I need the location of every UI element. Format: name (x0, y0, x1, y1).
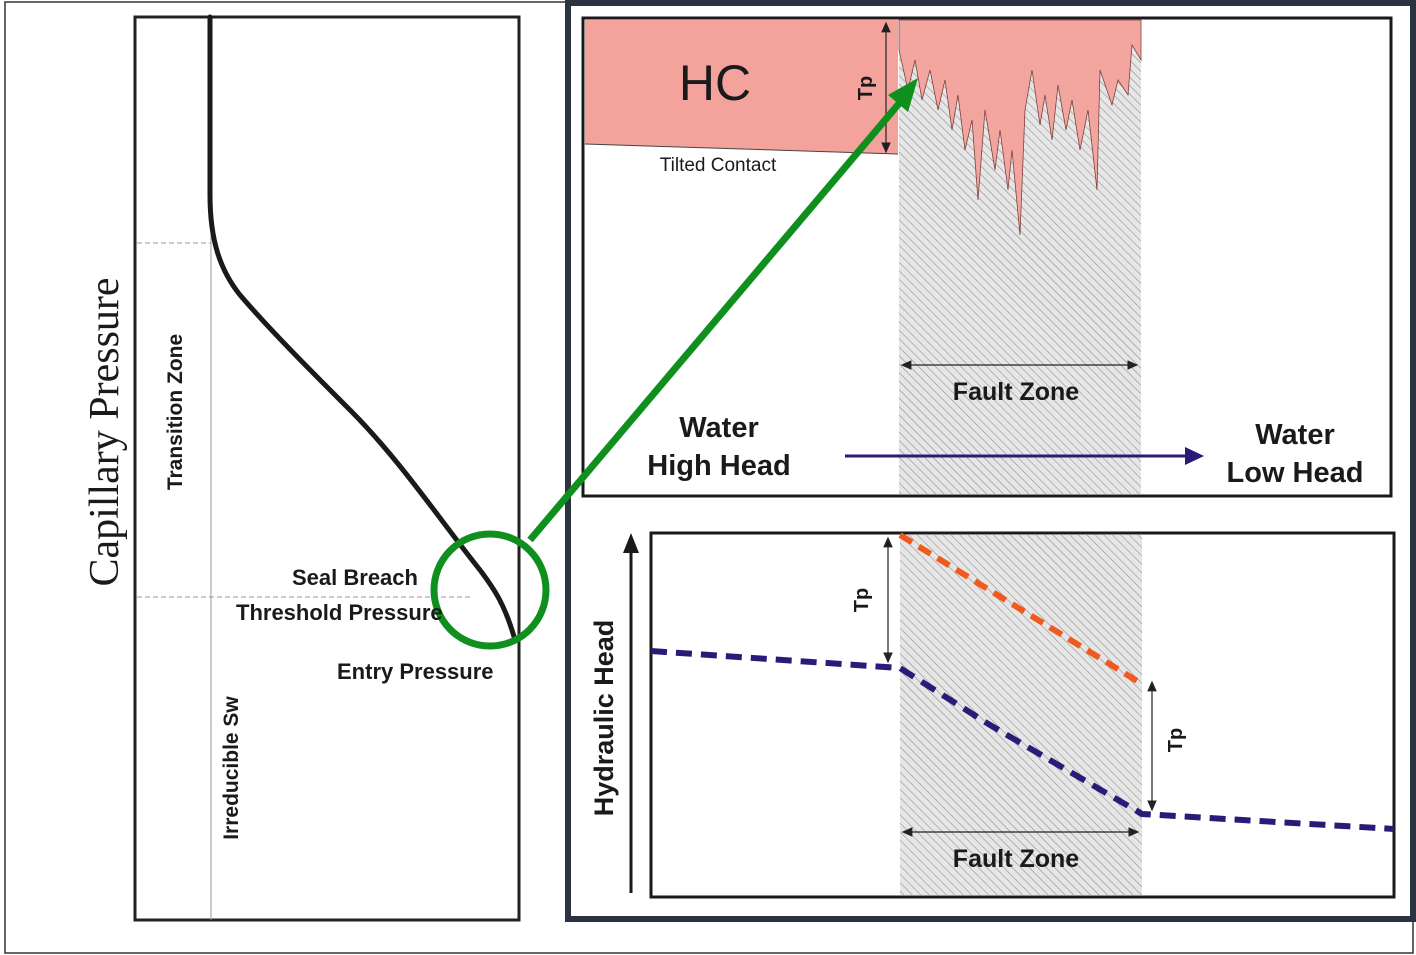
top-panel-border (581, 16, 1393, 498)
green-arrow-shaft (527, 97, 905, 543)
seal-breach-circle (430, 530, 550, 650)
irreducible-sw-label: Irreducible Sw (220, 696, 243, 840)
hc-head-line (898, 532, 1144, 687)
water-low-head-line1: Water (1255, 419, 1335, 451)
entry-pressure-label: Entry Pressure (337, 659, 494, 684)
tp-label-bottom-2: Tp (1165, 728, 1187, 752)
fault-zone-cross-section: Tp HC Tilted Contact Fault Zone Water Hi… (581, 16, 1393, 498)
seal-breach-arrow (527, 78, 918, 543)
fault-zone-label-bottom: Fault Zone (953, 845, 1079, 873)
transition-zone-label: Transition Zone (164, 334, 187, 490)
capillary-pressure-panel: Capillary Pressure Transition Zone Irred… (82, 14, 550, 922)
tilted-contact-line (584, 143, 899, 155)
hydraulic-head-axis-label: Hydraulic Head (589, 620, 619, 817)
bottom-panel-border (649, 531, 1396, 899)
tp-label-top: Tp (855, 76, 877, 100)
water-flow-arrow-head (1185, 447, 1204, 465)
tilted-contact-label: Tilted Contact (660, 155, 777, 176)
capillary-curve (207, 14, 518, 643)
tp-label-bottom-1: Tp (851, 588, 873, 612)
water-low-head-line2: Low Head (1227, 457, 1364, 489)
hc-zone (585, 20, 898, 154)
green-arrow-head (888, 78, 918, 112)
water-high-head-line1: Water (679, 412, 759, 444)
hc-label: HC (679, 55, 751, 111)
fault-zone-label-top: Fault Zone (953, 378, 1079, 406)
hydraulic-head-axis-arrow (623, 533, 639, 553)
fault-zone-hatch-bottom (900, 535, 1142, 895)
hydraulic-head-panel: Tp Tp Fault Zone Hydraulic Head (589, 531, 1396, 899)
seal-breach-label: Seal Breach (292, 565, 418, 590)
threshold-pressure-label: Threshold Pressure (236, 600, 443, 625)
capillary-pressure-axis-label: Capillary Pressure (82, 277, 128, 586)
hc-intrusion (898, 19, 1142, 236)
water-high-head-line2: High Head (647, 450, 790, 482)
capillary-panel-border (133, 15, 521, 922)
water-head-line (650, 648, 1395, 832)
